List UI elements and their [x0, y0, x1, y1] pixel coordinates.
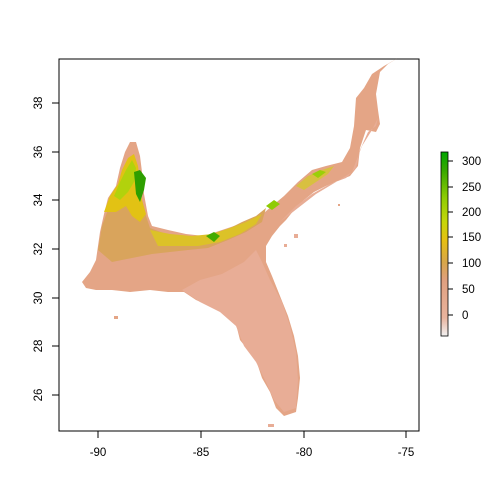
- elevation-raster: [82, 58, 398, 427]
- legend-tick-label: 200: [462, 207, 481, 219]
- y-tick-label: 30: [33, 292, 45, 305]
- outlier-speck: [284, 244, 287, 247]
- outlier-speck: [294, 234, 298, 238]
- legend-colorbar: [441, 152, 448, 336]
- x-tick-label: -75: [398, 447, 415, 459]
- y-tick-label: 34: [33, 193, 45, 206]
- legend-tick-label: 300: [462, 156, 481, 168]
- outlier-speck: [338, 204, 340, 206]
- y-axis: 26 28 30 32 34 36 38: [33, 97, 59, 402]
- y-tick-label: 32: [33, 243, 45, 256]
- x-axis: -90 -85 -80 -75: [90, 431, 415, 459]
- y-tick-label: 36: [33, 146, 45, 159]
- y-tick-label: 28: [33, 340, 45, 353]
- legend-tick-label: 100: [462, 258, 481, 270]
- legend-tick-label: 0: [462, 310, 468, 322]
- y-tick-label: 26: [33, 389, 45, 402]
- x-tick-label: -85: [193, 447, 210, 459]
- color-legend: 0 50 100 150 200 250 300: [441, 152, 481, 336]
- legend-tick-label: 250: [462, 182, 481, 194]
- y-tick-label: 38: [33, 97, 45, 110]
- legend-tick-label: 150: [462, 232, 481, 244]
- x-tick-label: -80: [296, 447, 313, 459]
- outlier-speck: [114, 316, 118, 319]
- legend-tick-label: 50: [462, 284, 475, 296]
- outlier-speck: [268, 424, 274, 427]
- x-tick-label: -90: [90, 447, 107, 459]
